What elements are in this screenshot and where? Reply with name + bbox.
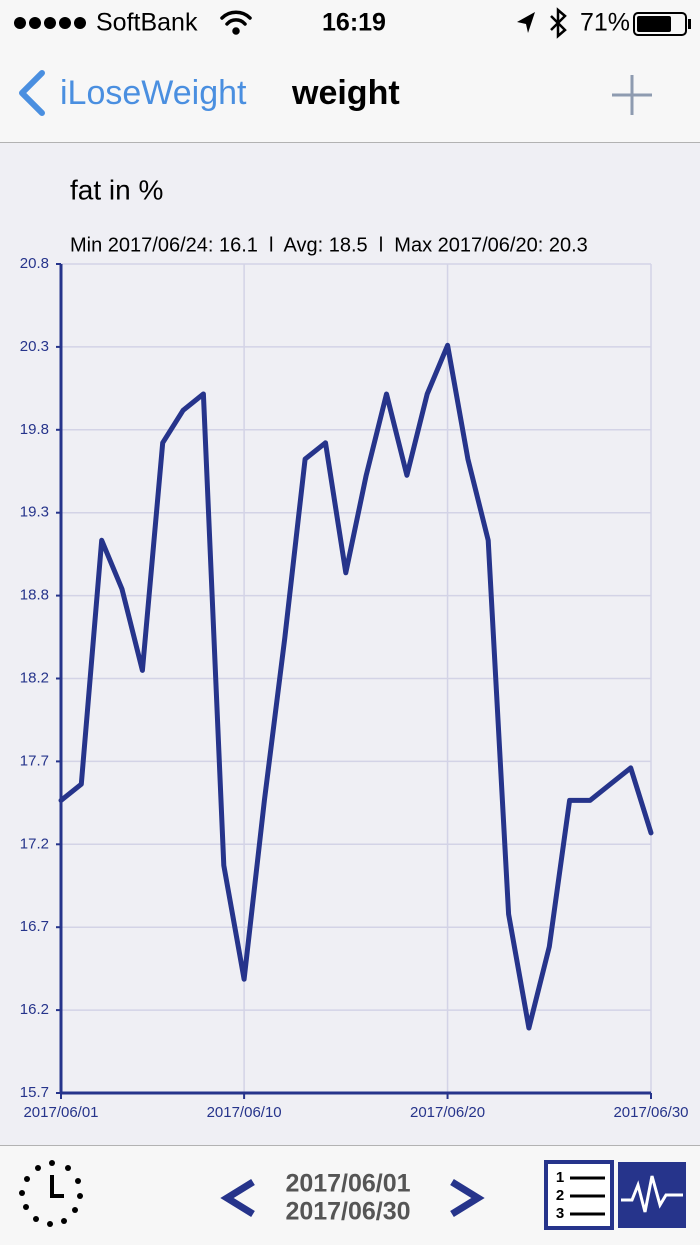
svg-text:3: 3 <box>556 1205 564 1222</box>
y-tick-label: 18.2 <box>20 669 49 686</box>
y-tick-label: 15.7 <box>20 1084 49 1101</box>
y-tick-label: 18.8 <box>20 587 49 604</box>
bluetooth-icon <box>550 7 567 39</box>
header-separator <box>0 142 700 143</box>
battery-percent: 71% <box>580 9 630 37</box>
header-bg <box>0 0 700 142</box>
x-tick-label: 2017/06/10 <box>207 1104 282 1121</box>
carrier: SoftBank <box>96 9 198 37</box>
x-tick-label: 2017/06/01 <box>23 1104 98 1121</box>
y-tick-label: 20.3 <box>20 338 49 355</box>
list-icon[interactable]: 1 2 3 <box>544 1160 614 1230</box>
add-button[interactable] <box>612 75 652 115</box>
wifi-icon <box>220 10 252 35</box>
chart-title: fat in % <box>70 174 163 205</box>
data-line <box>58 342 654 1031</box>
y-tick-label: 20.8 <box>20 255 49 272</box>
svg-text:1: 1 <box>556 1169 564 1186</box>
y-tick-label: 16.2 <box>20 1001 49 1018</box>
location-icon <box>517 12 535 33</box>
x-tick-label: 2017/06/20 <box>410 1104 485 1121</box>
y-tick-label: 19.8 <box>20 421 49 438</box>
x-tick-label: 2017/06/30 <box>613 1104 688 1121</box>
y-tick-label: 17.2 <box>20 835 49 852</box>
clock-icon[interactable] <box>19 1160 83 1227</box>
nav-title: weight <box>291 74 400 112</box>
plot: 15.7 16.2 16.7 17.2 17.7 18.2 18.8 19.3 19.8 20.3… <box>20 255 689 1121</box>
next-button[interactable] <box>450 1179 485 1217</box>
back-button[interactable]: iLoseWeight <box>60 74 247 112</box>
chart-subtitle: Min 2017/06/24: 16.1 l Avg: 18.5 l Max 2… <box>70 234 588 256</box>
clock: 16:19 <box>322 9 386 37</box>
y-tick-label: 17.7 <box>20 752 49 769</box>
signal-dots <box>14 17 86 29</box>
chart-icon[interactable] <box>618 1162 686 1228</box>
range-end: 2017/06/30 <box>285 1198 410 1226</box>
range-start: 2017/06/01 <box>285 1170 410 1198</box>
y-tick-label: 19.3 <box>20 504 49 521</box>
footer-separator <box>0 1145 700 1146</box>
svg-text:2: 2 <box>556 1187 564 1204</box>
back-chevron[interactable] <box>19 70 45 116</box>
prev-button[interactable] <box>220 1179 255 1217</box>
y-tick-label: 16.7 <box>20 918 49 935</box>
battery-icon <box>633 12 691 36</box>
